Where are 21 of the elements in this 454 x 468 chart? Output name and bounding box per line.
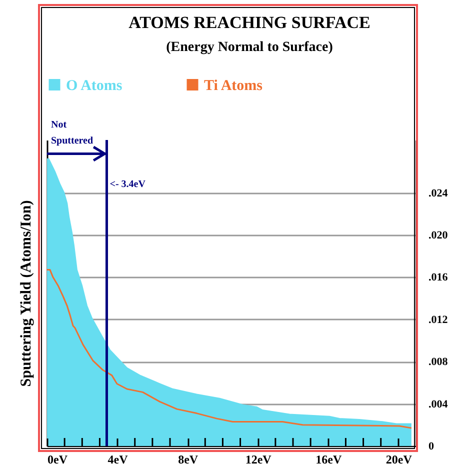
y-tick-label: .016: [428, 272, 448, 284]
y-axis-title: Sputtering Yield (Atoms/Ion): [18, 200, 34, 387]
ref-line-label: <- 3.4eV: [110, 179, 146, 190]
legend-label: O Atoms: [66, 78, 122, 94]
x-tick-label: 0eV: [48, 452, 68, 466]
y-tick-label: .024: [428, 187, 448, 200]
x-tick-label: 4eV: [108, 452, 128, 466]
y-tick-label: 0: [428, 440, 434, 452]
line-series: [46, 269, 412, 429]
y-tick-label: .012: [428, 314, 448, 326]
y-tick-label: .004: [428, 398, 448, 410]
chart-title: ATOMS REACHING SURFACE: [128, 13, 370, 32]
annotation: Not Sputtered: [51, 120, 94, 147]
x-tick-label: 8eV: [178, 452, 198, 466]
x-tick-label: 12eV: [245, 452, 272, 466]
chart-subtitle: (Energy Normal to Surface): [166, 40, 334, 55]
x-tick-label: 16eV: [316, 452, 342, 466]
y-tick-label: .008: [428, 356, 448, 368]
legend-label: Ti Atoms: [204, 78, 263, 94]
x-tick-label: 20eV: [386, 452, 412, 466]
y-tick-label: .020: [428, 229, 448, 242]
